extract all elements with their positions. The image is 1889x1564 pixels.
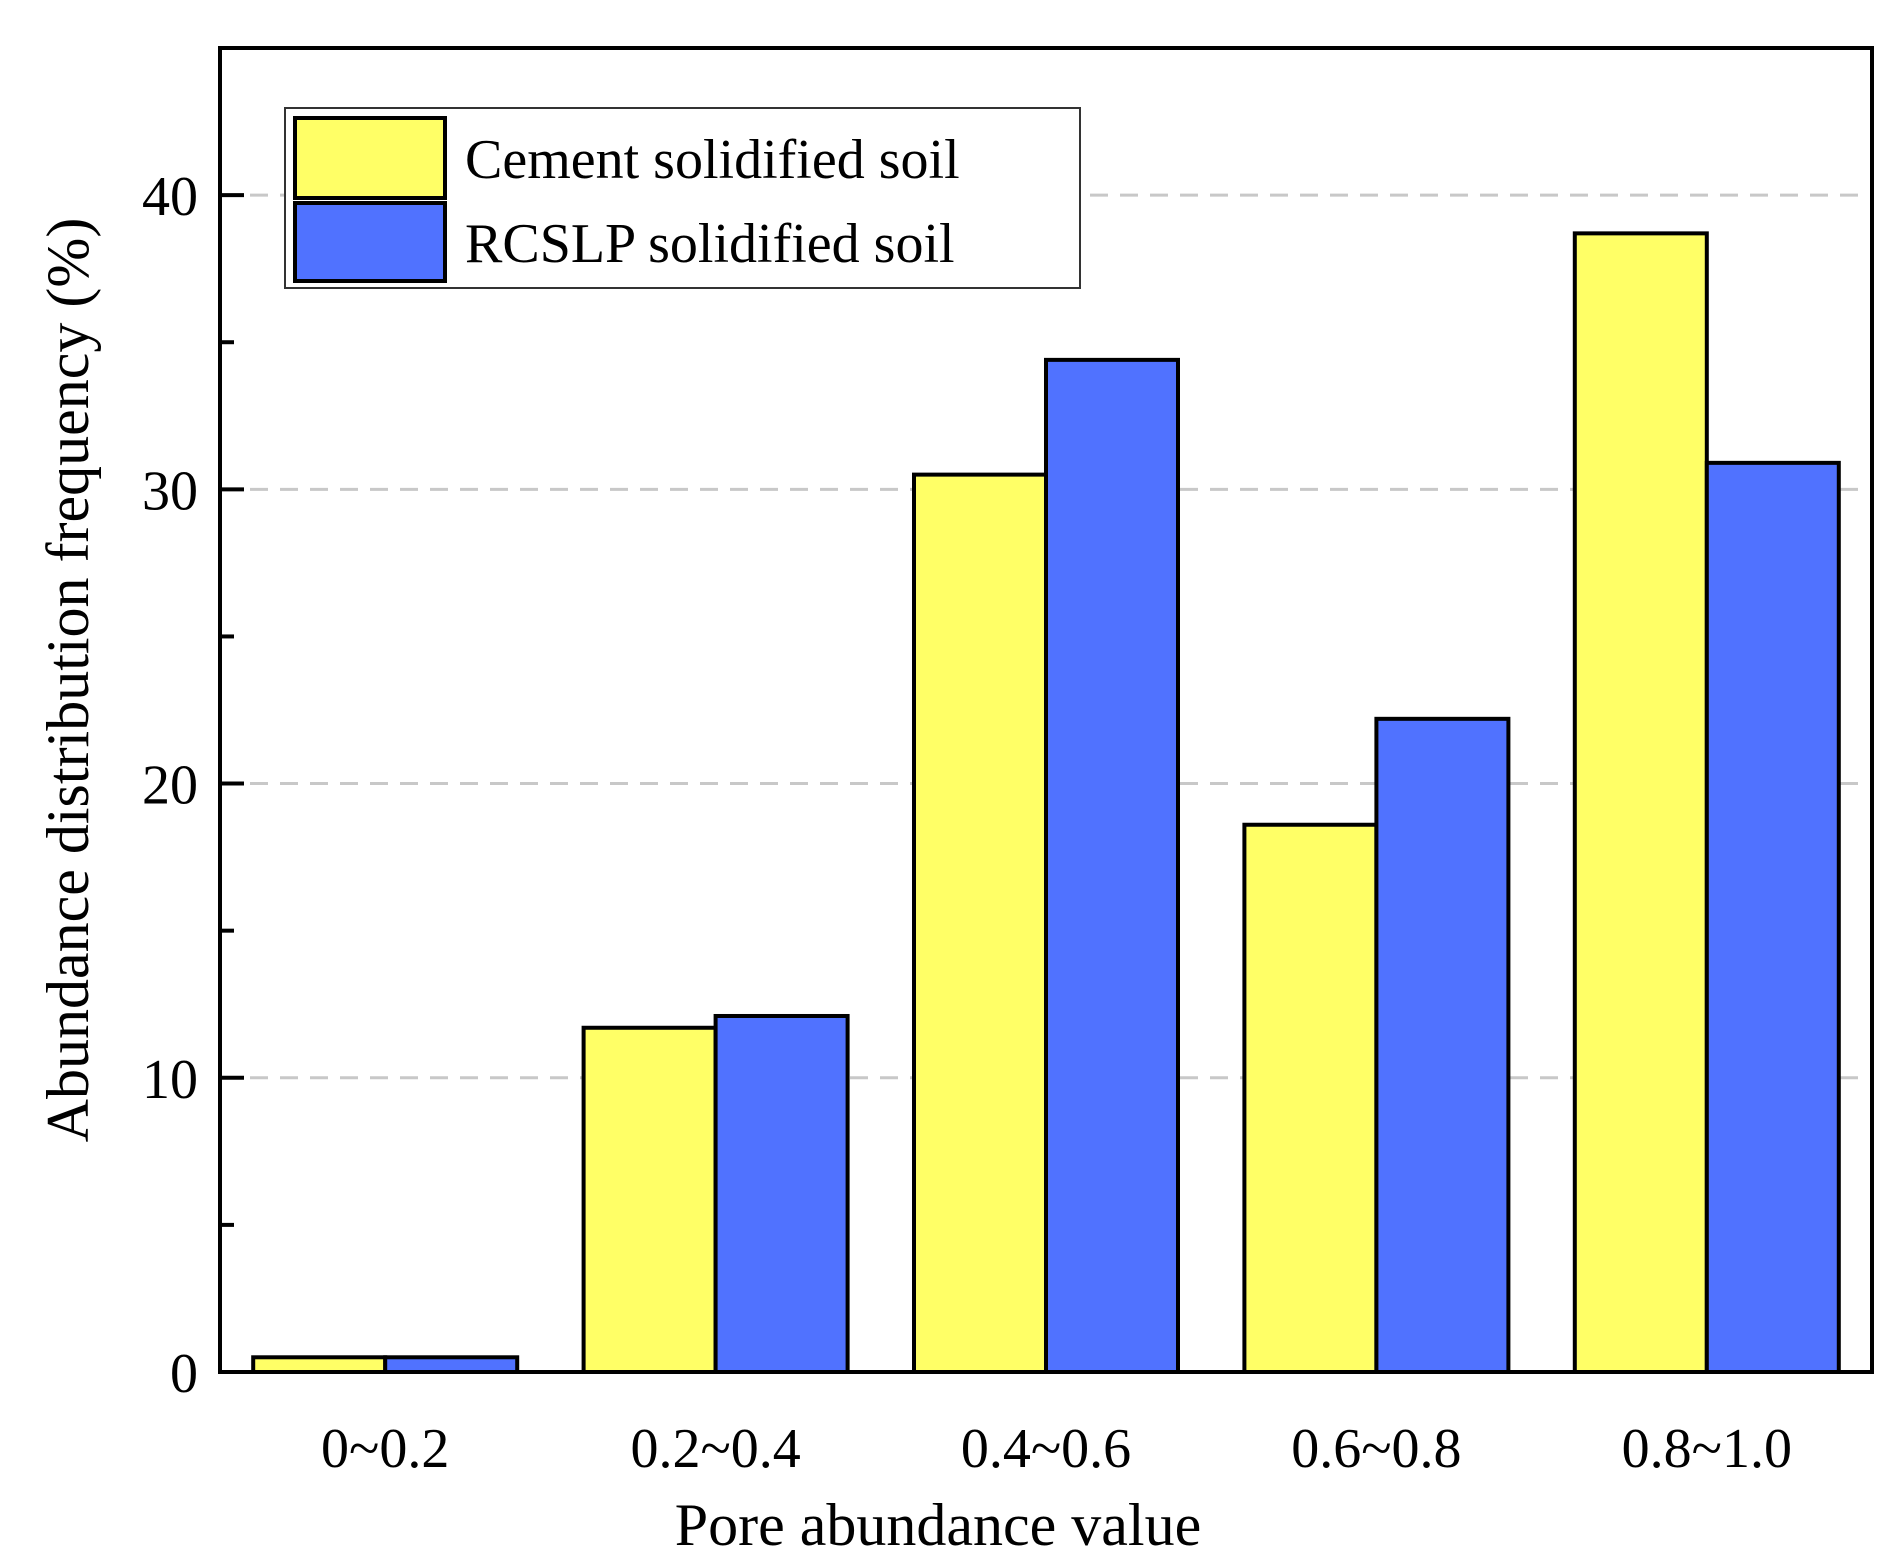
- x-axis-title: Pore abundance value: [675, 1492, 1201, 1558]
- legend-label-rcslp: RCSLP solidified soil: [465, 213, 955, 275]
- bar-cement-2: [912, 472, 1048, 1375]
- bar-rcslp-2: [1044, 357, 1180, 1374]
- y-tick-label: 20: [142, 755, 198, 817]
- bars: [251, 231, 1841, 1375]
- bar-cement-0: [251, 1355, 388, 1375]
- x-tick-label: 0~0.2: [321, 1418, 449, 1480]
- y-tick-label: 0: [170, 1343, 198, 1405]
- y-tick-label: 10: [142, 1049, 198, 1111]
- bar-cement-1: [581, 1025, 718, 1374]
- bar-rcslp-0: [383, 1355, 520, 1375]
- legend-swatch-rcslp: [293, 201, 447, 283]
- legend: Cement solidified soil RCSLP solidified …: [284, 107, 1081, 289]
- x-tick-label: 0.6~0.8: [1291, 1418, 1461, 1480]
- x-tick-label: 0.2~0.4: [630, 1418, 800, 1480]
- bar-rcslp-4: [1704, 460, 1841, 1374]
- legend-label-cement: Cement solidified soil: [465, 129, 960, 191]
- axes: [218, 46, 1874, 1374]
- bar-rcslp-1: [713, 1013, 850, 1374]
- y-axis-title: Abundance distribution frequency (%): [35, 218, 101, 1143]
- y-tick-label: 40: [142, 166, 198, 228]
- plot-frame: [218, 46, 1874, 1374]
- x-tick-label: 0.4~0.6: [961, 1418, 1131, 1480]
- y-tick-label: 30: [142, 460, 198, 522]
- x-tick-label: 0.8~1.0: [1622, 1418, 1792, 1480]
- ticks: 0~0.2 0.2~0.4 0.4~0.6 0.6~0.8 0.8~1.0 0 10 20 30…: [142, 46, 1792, 1480]
- bar-cement-4: [1572, 231, 1709, 1375]
- bar-cement-3: [1242, 822, 1379, 1374]
- legend-swatch-cement: [293, 116, 447, 200]
- bar-rcslp-3: [1374, 716, 1511, 1374]
